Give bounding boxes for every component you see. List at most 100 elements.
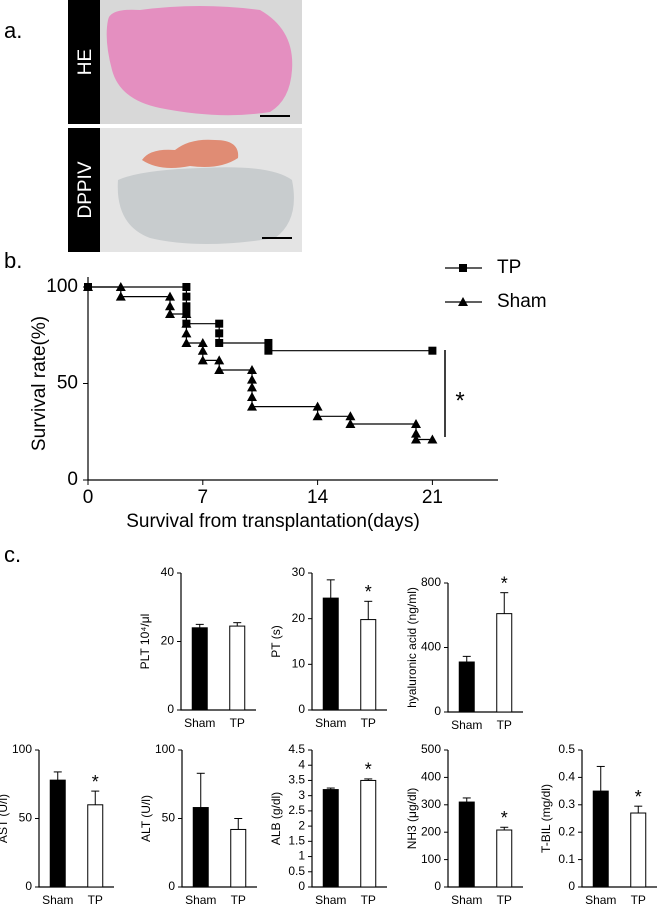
x-tick-label: Sham — [315, 893, 346, 907]
survival-line — [88, 286, 433, 441]
x-tick-label: Sham — [585, 893, 616, 907]
y-tick-label: 4 — [298, 757, 305, 771]
y-tick-label: 1 — [298, 849, 305, 863]
marker — [215, 329, 224, 338]
x-tick-label: TP — [361, 716, 376, 730]
y-tick-label: 100 — [421, 852, 441, 866]
y-tick-label: 10 — [292, 657, 306, 671]
y-tick-label: 300 — [421, 797, 441, 811]
legend-label: TP — [497, 257, 521, 278]
marker — [215, 319, 224, 328]
marker — [182, 283, 191, 291]
marker — [264, 338, 273, 347]
y-tick-label: 500 — [421, 742, 441, 756]
axis — [87, 277, 498, 481]
marker — [214, 364, 225, 374]
marker — [247, 364, 257, 374]
marker — [165, 301, 175, 311]
y-tick-label: 40 — [161, 565, 175, 579]
marker — [83, 282, 93, 291]
x-tick-label: TP — [88, 893, 103, 907]
y-tick-label: 0 — [168, 879, 175, 893]
marker — [197, 337, 208, 347]
marker — [197, 345, 208, 355]
x-tick-label: 21 — [422, 487, 443, 508]
bar — [496, 829, 513, 888]
y-axis-label: AST (U/l) — [0, 794, 10, 843]
tissue-dppiv-positive — [142, 139, 239, 168]
significance-mark: * — [635, 787, 642, 807]
panel-label: b. — [4, 248, 22, 273]
y-tick-label: 0.2 — [558, 824, 575, 838]
marker — [345, 419, 356, 429]
x-tick-label: TP — [361, 893, 376, 907]
y-tick-label: 30 — [292, 565, 306, 579]
bar — [360, 619, 377, 711]
x-axis-label: Survival from transplantation(days) — [126, 511, 420, 532]
marker — [247, 401, 257, 411]
x-tick-label: TP — [231, 893, 246, 907]
tissue-dppiv — [117, 167, 294, 244]
marker — [247, 374, 257, 384]
x-tick-label: Sham — [185, 893, 216, 907]
y-tick-label: 200 — [421, 824, 441, 838]
y-tick-label: 100 — [155, 742, 175, 756]
y-axis-label: ALB (g/dl) — [269, 792, 283, 845]
y-tick-label: 50 — [19, 811, 33, 825]
marker — [165, 291, 175, 301]
y-tick-label: 0 — [434, 879, 441, 893]
bar — [630, 812, 647, 888]
significance-mark: * — [501, 808, 508, 828]
y-tick-label: 0.4 — [558, 770, 575, 784]
x-tick-label: TP — [631, 893, 646, 907]
panel-label: a. — [4, 18, 22, 43]
bar — [458, 801, 475, 888]
y-tick-label: 4.5 — [288, 742, 305, 756]
label-bar — [68, 128, 100, 252]
x-tick-label: TP — [497, 893, 512, 907]
y-tick-label: 0.5 — [558, 742, 575, 756]
y-tick-label: 400 — [421, 640, 441, 654]
marker — [411, 419, 421, 429]
bar — [496, 613, 513, 713]
bar — [192, 807, 209, 888]
marker — [312, 411, 323, 421]
marker — [181, 328, 192, 338]
y-tick-label: 0.1 — [558, 852, 575, 866]
marker — [181, 318, 192, 328]
bar — [191, 627, 208, 711]
bar — [322, 789, 339, 888]
marker — [247, 392, 257, 402]
marker — [181, 337, 192, 347]
marker — [182, 292, 191, 301]
marker — [165, 309, 175, 319]
x-tick-label: Sham — [451, 718, 482, 732]
label-bar — [68, 0, 100, 124]
legend-label: Sham — [497, 291, 547, 312]
y-axis-label: hyaluronic acid (ng/ml) — [405, 587, 419, 708]
y-tick-label: 0 — [298, 879, 305, 893]
marker — [411, 428, 421, 438]
tissue-he — [106, 6, 293, 116]
marker — [459, 264, 467, 272]
significance-mark: * — [92, 772, 99, 792]
marker — [247, 382, 257, 392]
y-tick-label: 20 — [161, 634, 175, 648]
marker — [345, 411, 356, 421]
y-tick-label: 0 — [25, 879, 32, 893]
y-axis-label: PLT 10⁴/μl — [138, 614, 152, 670]
y-tick-label: 20 — [292, 611, 306, 625]
image-label: HE — [75, 49, 96, 75]
y-tick-label: 0.3 — [558, 797, 575, 811]
y-tick-label: 0 — [67, 469, 78, 490]
marker — [458, 297, 468, 306]
significance-mark: * — [455, 387, 464, 414]
marker — [428, 346, 437, 355]
marker — [264, 346, 273, 355]
marker — [182, 302, 191, 311]
y-tick-label: 1.5 — [288, 834, 305, 848]
bar — [458, 661, 475, 713]
marker — [115, 282, 126, 291]
x-tick-label: Sham — [184, 716, 215, 730]
marker — [411, 434, 421, 444]
